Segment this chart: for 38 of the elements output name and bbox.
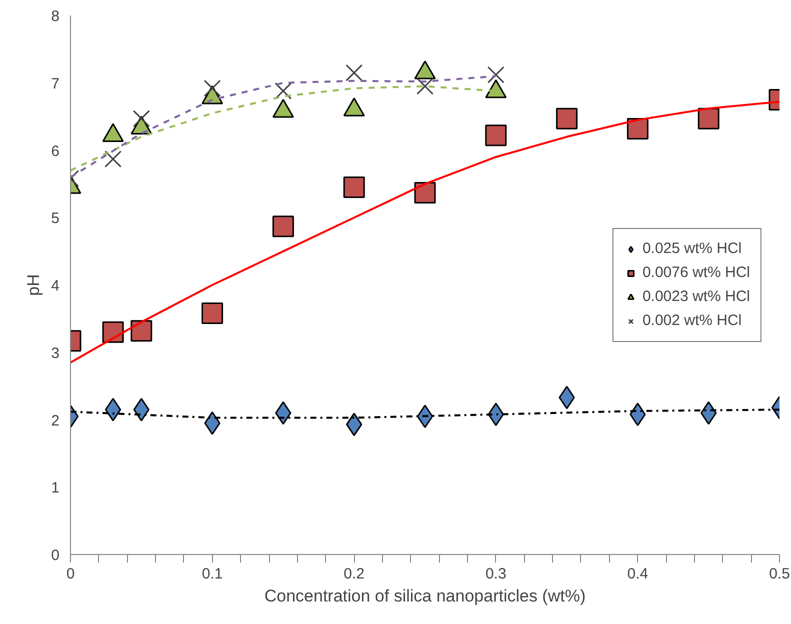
y-tick-label: 0 xyxy=(51,547,60,564)
point xyxy=(556,108,578,130)
point xyxy=(416,404,434,428)
x-tick-label: 0.2 xyxy=(344,566,365,582)
legend-label: 0.025 wt% HCl xyxy=(642,240,742,257)
point xyxy=(104,150,122,168)
point xyxy=(202,302,224,324)
legend-label: 0.0076 wt% HCl xyxy=(642,264,750,281)
point xyxy=(346,64,363,82)
y-tick-label: 4 xyxy=(51,278,60,294)
point xyxy=(104,398,122,422)
point xyxy=(343,176,365,198)
x-tick-label: 0.3 xyxy=(485,566,506,582)
y-tick-label: 1 xyxy=(51,480,60,497)
point xyxy=(416,78,434,95)
point xyxy=(698,108,720,130)
x-axis-title: Concentration of silica nanoparticles (wt%) xyxy=(264,586,586,606)
y-axis-title: pH xyxy=(24,274,44,296)
point xyxy=(626,118,648,140)
point xyxy=(485,124,507,146)
x-tick-label: 0.5 xyxy=(769,566,790,582)
point xyxy=(274,82,292,100)
x-tick-label: 0.1 xyxy=(202,566,223,582)
point xyxy=(487,66,504,84)
y-tick-label: 5 xyxy=(51,210,60,228)
legend-label: 0.0023 wt% HCl xyxy=(642,288,750,305)
y-tick-label: 2 xyxy=(51,412,60,430)
point xyxy=(272,216,294,238)
y-tick-label: 3 xyxy=(51,344,60,362)
legend-label: 0.002 wt% HCl xyxy=(642,312,742,329)
x-tick-label: 0.4 xyxy=(627,566,648,582)
y-tick-label: 7 xyxy=(51,75,60,92)
y-tick-label: 6 xyxy=(51,142,60,160)
point xyxy=(414,182,436,204)
x-tick-label: 0 xyxy=(66,566,75,582)
y-tick-label: 8 xyxy=(51,8,60,25)
point xyxy=(102,321,124,343)
point xyxy=(130,320,152,342)
